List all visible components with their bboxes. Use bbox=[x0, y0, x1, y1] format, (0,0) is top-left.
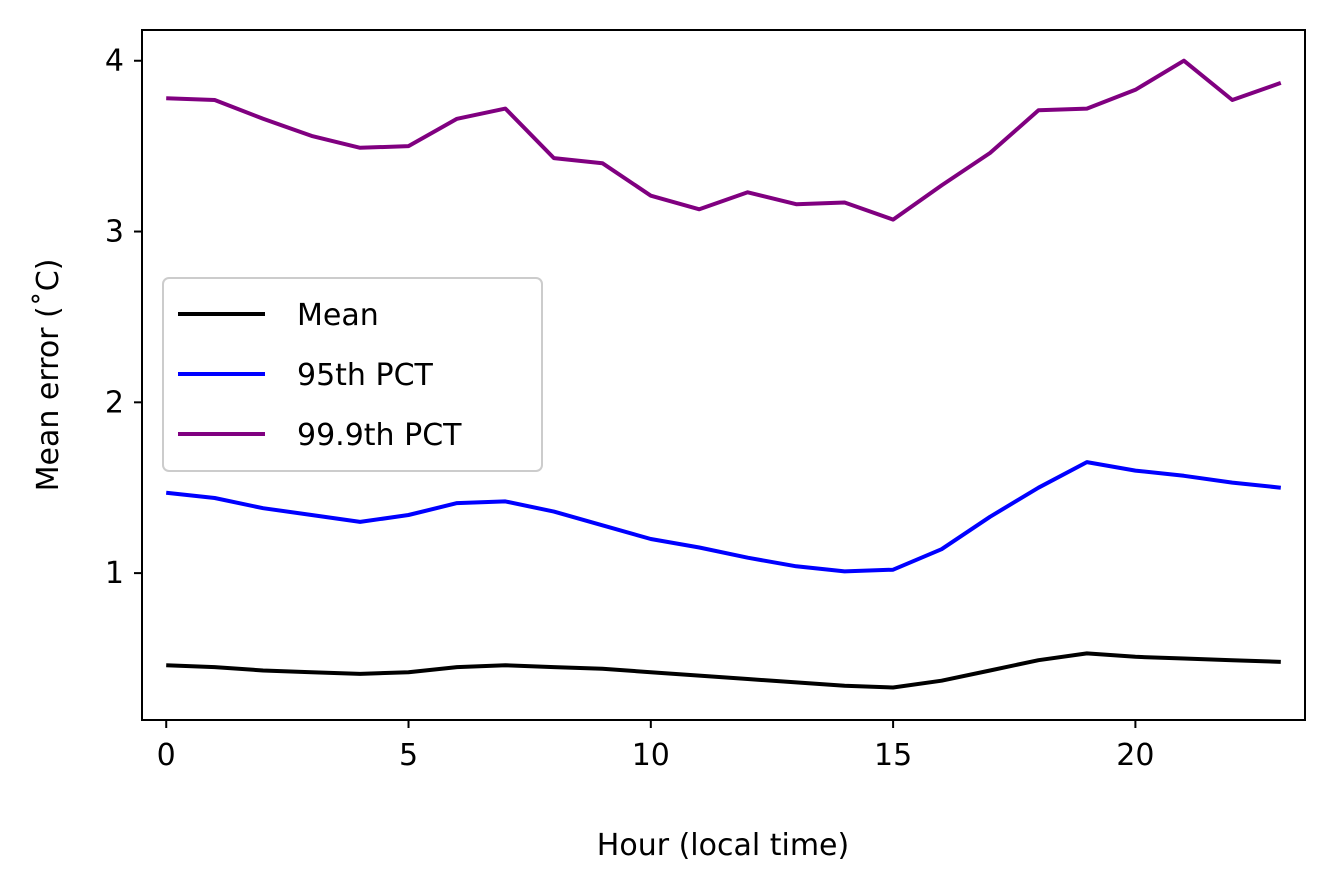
x-axis: 0 5 10 15 20 bbox=[157, 720, 1154, 773]
x-tick-label: 0 bbox=[157, 738, 176, 773]
y-tick-label: 1 bbox=[105, 556, 124, 591]
series-layer bbox=[165, 58, 1282, 690]
x-tick-label: 15 bbox=[874, 738, 912, 773]
x-tick-label: 10 bbox=[632, 738, 670, 773]
y-axis-label: Mean error (˚C) bbox=[31, 259, 66, 492]
y-axis: 1 2 3 4 bbox=[105, 44, 142, 591]
x-axis-label: Hour (local time) bbox=[597, 828, 849, 863]
series-line-2 bbox=[166, 58, 1282, 222]
series-line-1 bbox=[165, 460, 1282, 574]
x-tick-label: 5 bbox=[399, 738, 418, 773]
legend: Mean 95th PCT 99.9th PCT bbox=[162, 277, 543, 472]
legend-label: Mean bbox=[297, 298, 379, 333]
legend-label: 95th PCT bbox=[297, 358, 434, 393]
legend-label: 99.9th PCT bbox=[297, 418, 462, 453]
series-line-0 bbox=[166, 651, 1281, 690]
plot-frame bbox=[141, 29, 1306, 721]
y-tick-label: 3 bbox=[105, 215, 124, 250]
x-tick-label: 20 bbox=[1116, 738, 1154, 773]
y-tick-label: 4 bbox=[105, 44, 124, 79]
legend-box bbox=[162, 277, 543, 472]
y-tick-label: 2 bbox=[105, 385, 124, 420]
